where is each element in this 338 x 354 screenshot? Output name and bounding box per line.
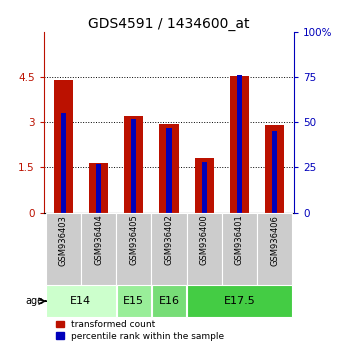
Bar [54,80,73,212]
Bar [131,119,137,212]
Bar [89,163,108,212]
Bar [222,212,257,285]
Bar [230,75,249,212]
Text: GSM936406: GSM936406 [270,215,279,266]
Bar [116,212,151,285]
Text: GSM936402: GSM936402 [165,215,173,266]
Bar [265,125,284,212]
Bar [272,131,277,212]
Title: GDS4591 / 1434600_at: GDS4591 / 1434600_at [88,17,250,31]
Text: E16: E16 [159,296,179,306]
Bar [46,212,81,285]
Text: GSM936400: GSM936400 [200,215,209,266]
Bar [96,164,101,212]
Text: GSM936405: GSM936405 [129,215,138,266]
Bar [257,212,292,285]
Legend: transformed count, percentile rank within the sample: transformed count, percentile rank withi… [56,320,224,341]
Bar [124,116,143,212]
Text: E14: E14 [70,296,92,306]
Bar [201,162,207,212]
Text: GSM936404: GSM936404 [94,215,103,266]
Bar [159,124,179,212]
Bar [61,113,66,212]
Bar [195,158,214,212]
Bar [166,127,172,212]
Text: E17.5: E17.5 [223,296,255,306]
Text: age: age [25,296,43,306]
Bar [187,285,292,317]
Bar [152,285,186,317]
Text: E15: E15 [123,296,144,306]
Bar [46,285,116,317]
Bar [151,212,187,285]
Bar [237,75,242,212]
Bar [117,285,151,317]
Text: GSM936403: GSM936403 [59,215,68,266]
Bar [81,212,116,285]
Bar [187,212,222,285]
Text: GSM936401: GSM936401 [235,215,244,266]
